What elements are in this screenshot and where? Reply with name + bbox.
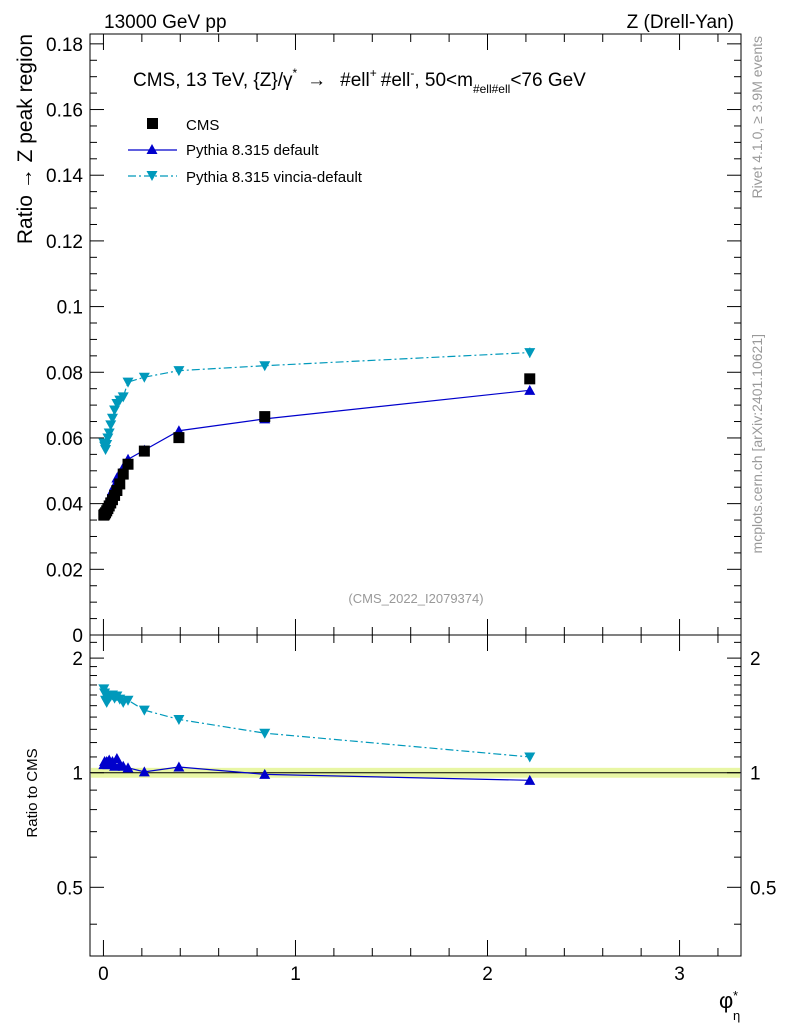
x-axis-label-sup: *: [733, 988, 738, 1003]
y-tick-label: 0.04: [46, 495, 83, 516]
ratio-point-pythia-8-315-default: [173, 761, 185, 772]
ratio-point-pythia-8-315-vincia-default: [173, 714, 185, 725]
title-star: *: [292, 66, 297, 80]
data-point-cms: [259, 411, 271, 423]
x-axis-label: φ * η: [719, 988, 740, 1023]
data-point-cms: [114, 478, 126, 490]
data-point-pythia-8-315-vincia-default: [101, 440, 113, 451]
y-tick-label: 0.12: [46, 232, 83, 253]
data-point-pythia-8-315-default: [524, 384, 536, 395]
legend-vincia-marker: [146, 171, 158, 181]
y-tick-label: 0.02: [46, 560, 83, 581]
main-series-markers: [98, 347, 536, 521]
ratio-panel-frame: [89, 634, 742, 957]
data-point-pythia-8-315-vincia-default: [138, 372, 150, 383]
header-right: Z (Drell-Yan): [627, 12, 734, 33]
analysis-watermark: (CMS_2022_I2079374): [348, 591, 483, 606]
title-arrow: →: [307, 70, 326, 91]
x-tick-label: 3: [674, 964, 685, 985]
legend-cms-marker: [147, 118, 158, 129]
legend-default-label: Pythia 8.315 default: [186, 142, 319, 159]
y-axis-label: Ratio → Z peak region: [14, 34, 37, 244]
data-point-cms: [524, 373, 536, 385]
ratio-point-pythia-8-315-vincia-default: [138, 705, 150, 716]
data-point-pythia-8-315-vincia-default: [173, 366, 185, 377]
y-tick-label: 0.16: [46, 101, 83, 122]
ratio-tick-label: 1: [72, 764, 83, 785]
data-point-pythia-8-315-vincia-default: [103, 428, 115, 439]
ratio-point-pythia-8-315-default: [138, 766, 150, 777]
title-plus: +: [370, 66, 377, 80]
legend-vincia-label: Pythia 8.315 vincia-default: [186, 169, 363, 186]
ratio-point-pythia-8-315-vincia-default: [524, 752, 536, 763]
rivet-version-label: Rivet 4.1.0, ≥ 3.9M events: [749, 36, 765, 199]
ratio-y-axis-label: Ratio to CMS: [24, 748, 41, 837]
series-line-pythia-8-315-default: [103, 389, 530, 511]
x-tick-label: 2: [482, 964, 493, 985]
ratio-tick-label: 0.5: [57, 878, 83, 899]
ratio-point-pythia-8-315-default: [524, 774, 536, 785]
data-point-cms: [111, 484, 123, 496]
ratio-point-pythia-8-315-default: [122, 762, 134, 773]
data-point-pythia-8-315-vincia-default: [117, 392, 129, 403]
y-tick-label: 0: [72, 626, 83, 647]
main-axis-ticks: 0 0.02 0.04 0.06 0.08 0.1 0.12 0.14 0.16 0.18: [46, 35, 741, 647]
x-axis-label-main: φ: [719, 988, 733, 1013]
series-line-pythia-8-315-vincia-default: [103, 351, 530, 452]
header-left: 13000 GeV pp: [104, 12, 227, 33]
y-tick-label: 0.14: [46, 166, 83, 187]
title-sub: #ell#ell: [473, 82, 510, 96]
data-point-cms: [117, 468, 129, 480]
data-point-pythia-8-315-vincia-default: [106, 413, 118, 424]
title-range-b: <76 GeV: [510, 70, 586, 91]
main-series-lines: [103, 351, 530, 511]
y-tick-label: 0.06: [46, 429, 83, 450]
y-tick-label: 0.18: [46, 35, 83, 56]
data-point-pythia-8-315-vincia-default: [105, 420, 117, 431]
title-minus: -: [410, 66, 414, 80]
y-tick-label: 0.1: [57, 298, 83, 319]
x-axis-ticks: 0 1 2 3: [98, 34, 719, 985]
ratio-tick-label-right: 2: [750, 649, 761, 670]
ratio-point-pythia-8-315-vincia-default: [122, 695, 134, 706]
title-main: CMS, 13 TeV, {Z}/γ: [133, 70, 293, 91]
data-point-cms: [173, 432, 185, 444]
ratio-tick-label-right: 0.5: [750, 878, 776, 899]
y-tick-label: 0.08: [46, 363, 83, 384]
data-point-pythia-8-315-vincia-default: [122, 377, 134, 388]
data-point-cms: [122, 458, 134, 470]
x-tick-label: 1: [290, 964, 301, 985]
legend-default-marker: [146, 144, 158, 154]
title-ell1: #ell: [340, 70, 370, 91]
ratio-point-pythia-8-315-vincia-default: [259, 728, 271, 739]
ratio-tick-label-right: 1: [750, 764, 761, 785]
data-point-pythia-8-315-vincia-default: [100, 444, 112, 455]
x-tick-label: 0: [98, 964, 109, 985]
data-point-cms: [138, 445, 150, 457]
mcplots-label: mcplots.cern.ch [arXiv:2401.10621]: [749, 334, 765, 553]
ratio-tick-label: 2: [72, 649, 83, 670]
legend: CMS Pythia 8.315 default Pythia 8.315 vi…: [128, 117, 363, 186]
chart-title: CMS, 13 TeV, {Z}/γ* → #ell+ #ell-, 50<m#ell…: [133, 66, 586, 96]
data-point-pythia-8-315-vincia-default: [259, 361, 271, 372]
title-range-a: , 50<m: [414, 70, 473, 91]
legend-cms-label: CMS: [186, 117, 219, 134]
ratio-axis-ticks: 0.5 0.5 1 1 2 2: [57, 641, 776, 925]
ratio-point-pythia-8-315-default: [259, 768, 271, 779]
ratio-series-markers: [98, 684, 536, 785]
title-ell2: #ell: [381, 70, 411, 91]
ratio-line-pythia-8-315-vincia-default: [103, 688, 530, 758]
x-axis-label-sub: η: [733, 1008, 740, 1023]
ratio-series-lines: [103, 688, 530, 781]
